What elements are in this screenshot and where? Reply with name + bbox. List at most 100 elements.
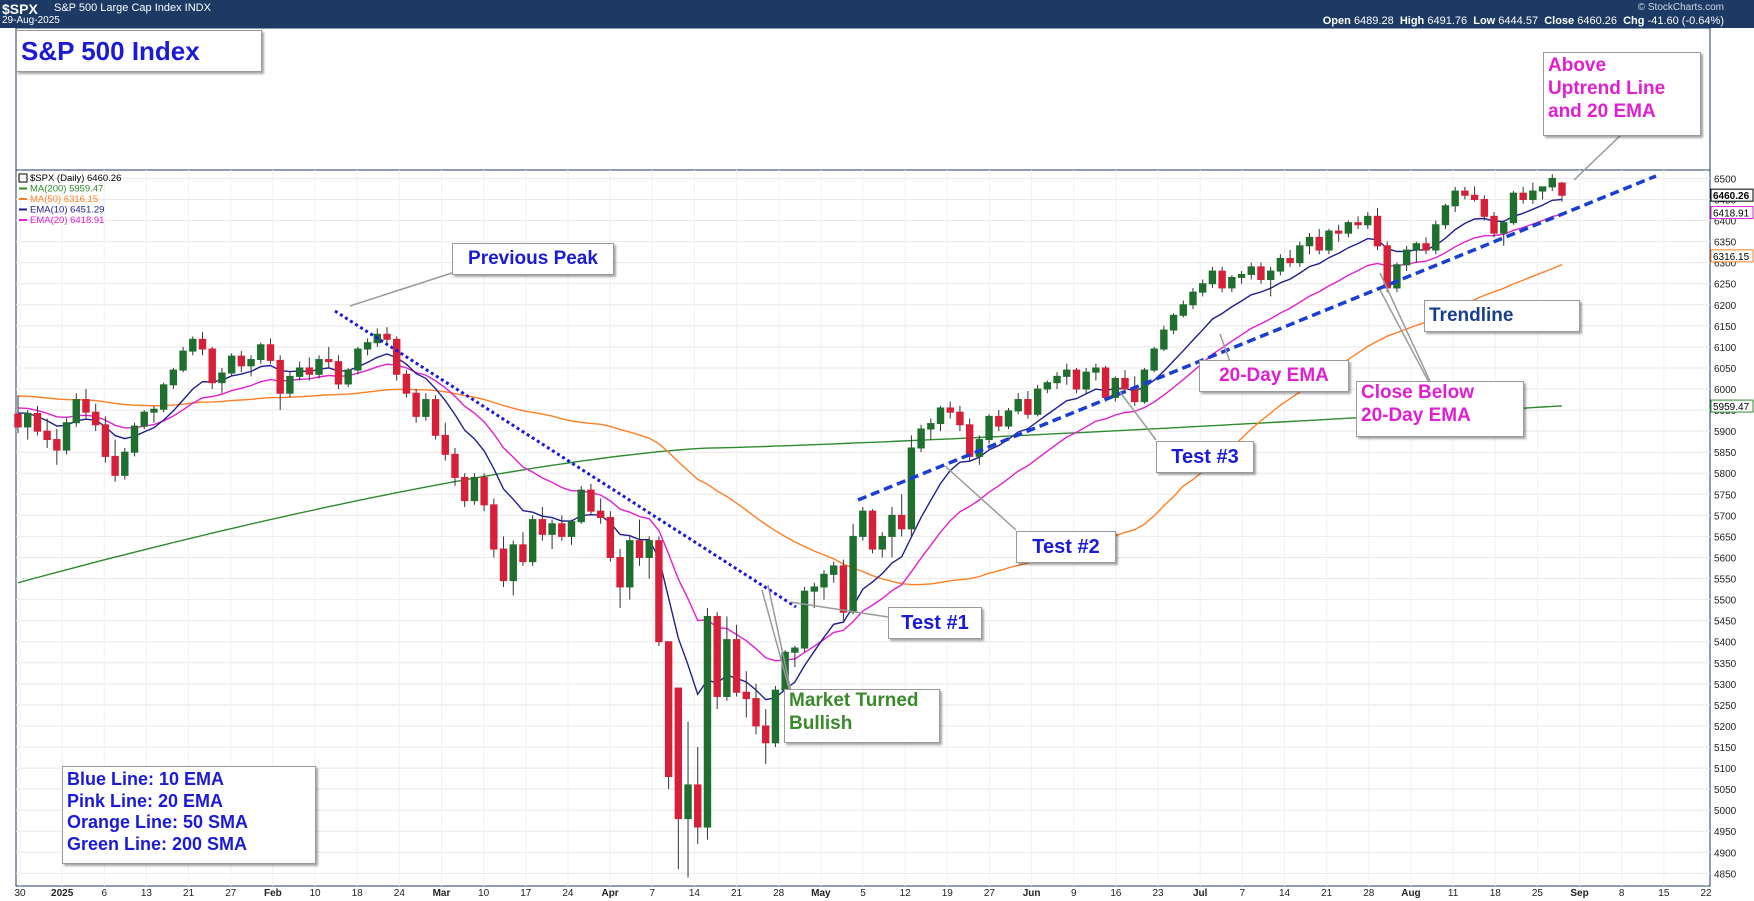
candle xyxy=(1257,262,1265,284)
candle xyxy=(218,367,226,394)
candle xyxy=(1354,216,1362,229)
candle xyxy=(528,515,537,566)
y-tick-label: 4950 xyxy=(1714,827,1737,838)
candle-body xyxy=(509,544,517,582)
candle xyxy=(1286,250,1294,267)
legend-entry: $SPX (Daily) 6460.26 xyxy=(30,173,121,184)
candle xyxy=(1218,266,1226,293)
candle-body xyxy=(732,639,741,693)
key-green: Green Line: 200 SMA xyxy=(67,833,248,854)
candle-body xyxy=(198,338,207,350)
candle-body xyxy=(91,411,100,426)
candle xyxy=(1004,407,1013,430)
candle xyxy=(1509,191,1518,225)
x-tick-label: 24 xyxy=(394,888,406,899)
candle xyxy=(101,416,110,463)
candle-body xyxy=(713,615,721,697)
candle xyxy=(1092,363,1100,381)
x-tick-label: 6 xyxy=(102,888,108,899)
candle xyxy=(868,509,877,554)
candle xyxy=(626,536,634,600)
candle xyxy=(295,361,304,381)
candle-body xyxy=(1315,236,1323,251)
candle-body xyxy=(1276,257,1285,272)
candle-body xyxy=(1480,198,1489,217)
candle xyxy=(1393,262,1401,293)
candle-body xyxy=(1402,249,1411,266)
candle-body xyxy=(276,359,284,394)
above-callout: Above Uptrend Line and 20 EMA xyxy=(1543,52,1701,136)
candle xyxy=(24,410,32,440)
candle-body xyxy=(189,338,197,352)
candle xyxy=(460,473,469,507)
candle-body xyxy=(829,565,838,575)
candle-body xyxy=(480,476,488,506)
candle xyxy=(635,519,644,566)
test1-callout: Test #1 xyxy=(888,607,982,639)
x-tick-label: 9 xyxy=(1071,888,1077,899)
candle xyxy=(606,511,615,562)
candle-body xyxy=(1509,192,1518,224)
candle xyxy=(354,346,362,375)
low-label: Low xyxy=(1473,15,1496,27)
candle-body xyxy=(1082,371,1090,390)
price-tag-label: 6316.15 xyxy=(1713,252,1750,263)
legend-entry: EMA(10) 6451.29 xyxy=(30,205,104,216)
title-box: S&P 500 Index xyxy=(16,30,262,72)
x-tick-label: Feb xyxy=(264,888,282,899)
candle xyxy=(1470,186,1479,202)
x-tick-label: 27 xyxy=(984,888,996,899)
candle xyxy=(548,519,556,550)
candle xyxy=(616,549,624,609)
candle-body xyxy=(1257,266,1265,281)
candle xyxy=(1315,228,1323,255)
y-tick-label: 5450 xyxy=(1714,617,1737,628)
candle xyxy=(1344,220,1353,238)
candle-body xyxy=(1373,215,1382,247)
candle-body xyxy=(936,407,945,425)
candle xyxy=(62,418,71,455)
price-tag xyxy=(1710,206,1754,220)
close-below-line2: 20-Day EMA xyxy=(1361,404,1471,426)
close-below-callout: Close Below 20-Day EMA xyxy=(1356,381,1524,437)
candle xyxy=(1480,195,1489,221)
candle-body xyxy=(179,350,187,371)
candle xyxy=(732,624,741,697)
candle xyxy=(1043,380,1052,394)
candle xyxy=(888,506,896,558)
candle xyxy=(315,355,323,379)
candle xyxy=(713,612,721,710)
candle-body xyxy=(150,408,158,413)
candle-body xyxy=(1218,270,1226,289)
candle xyxy=(179,346,187,373)
line-key-box: Blue Line: 10 EMA Pink Line: 20 EMA Oran… xyxy=(62,766,316,864)
candle xyxy=(53,429,61,465)
candle xyxy=(1529,182,1537,204)
y-tick-label: 6500 xyxy=(1714,174,1737,185)
candle xyxy=(422,393,430,421)
candle-body xyxy=(1519,192,1527,200)
candle xyxy=(91,403,100,432)
x-tick-label: May xyxy=(811,888,831,899)
y-tick-label: 5050 xyxy=(1714,785,1737,796)
candle xyxy=(14,395,22,434)
candle xyxy=(587,483,595,516)
candle-body xyxy=(72,399,80,424)
x-tick-label: 28 xyxy=(1363,888,1375,899)
candle-body xyxy=(684,784,692,820)
candle-body xyxy=(888,514,896,537)
x-tick-label: 7 xyxy=(1240,888,1246,899)
candle-body xyxy=(664,641,673,777)
candle-body xyxy=(1150,348,1158,371)
candle-body xyxy=(33,412,42,432)
candle xyxy=(538,506,547,541)
candle-body xyxy=(616,556,624,588)
candle xyxy=(1150,346,1158,373)
x-tick-label: 7 xyxy=(649,888,655,899)
market-turned-line1: Market Turned xyxy=(789,690,919,711)
candle-body xyxy=(218,372,226,384)
x-tick-label: Sep xyxy=(1570,888,1588,899)
candle xyxy=(820,570,828,600)
candle-body xyxy=(878,535,886,550)
